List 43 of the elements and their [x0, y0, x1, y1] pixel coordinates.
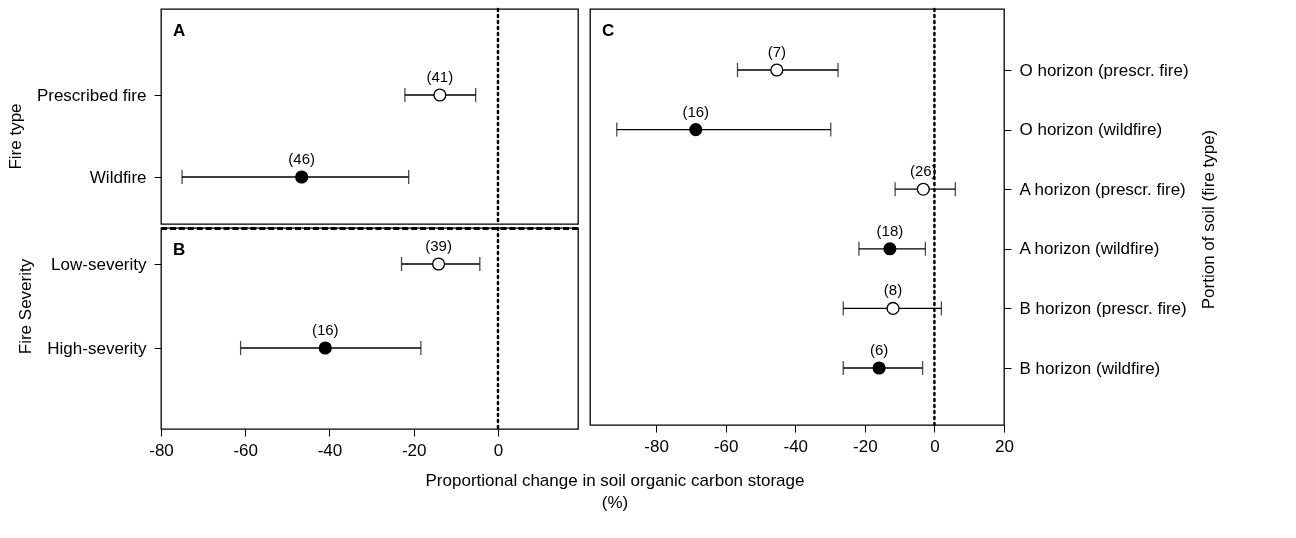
x-tick-label: -40 [317, 440, 343, 460]
y-tick-label: High-severity [47, 338, 147, 358]
annotation: (39) [425, 237, 452, 254]
point [883, 242, 897, 256]
point [872, 361, 886, 375]
y-axis-title: Fire type [5, 103, 25, 170]
point [770, 63, 784, 77]
y-tick-label: O horizon (wildfire) [1019, 120, 1163, 140]
x-axis-title: Proportional change in soil organic carbon storage (%) [424, 470, 806, 514]
y-tick-label: B horizon (prescr. fire) [1019, 298, 1187, 318]
y-axis-title: Fire Severity [16, 258, 36, 355]
text: B [173, 240, 186, 259]
y-tick-label: O horizon (prescr. fire) [1019, 60, 1189, 80]
y-tick-label: A horizon (wildfire) [1019, 239, 1160, 259]
x-tick-label: -40 [783, 436, 809, 456]
x-tick-label: 20 [995, 436, 1014, 456]
y-tick-label: Wildfire [89, 167, 147, 187]
annotation: (46) [288, 150, 316, 167]
x-tick-label: -80 [149, 440, 174, 460]
annotation: (8) [883, 281, 903, 299]
annotation: (6) [869, 341, 889, 358]
point [689, 123, 703, 137]
text: C [602, 21, 615, 40]
x-tick-label: -60 [233, 440, 259, 460]
annotation: (41) [426, 68, 454, 85]
y-tick-label: B horizon (wildfire) [1019, 358, 1161, 378]
point [886, 301, 900, 315]
point [916, 182, 930, 196]
x-tick-label: -60 [713, 436, 739, 456]
text: A [173, 21, 186, 40]
x-tick-label: -80 [644, 436, 669, 456]
x-tick-label: 0 [493, 440, 504, 460]
y-tick-label: A horizon (prescr. fire) [1019, 179, 1186, 199]
x-tick-label: -20 [401, 440, 427, 460]
annotation: (7) [767, 43, 786, 60]
annotation: (16) [311, 321, 339, 338]
y-axis-title: Portion of soil (fire type) [1198, 129, 1218, 310]
annotation: (18) [876, 221, 904, 239]
y-tick-label: Low-severity [51, 254, 147, 274]
x-tick-label: -20 [853, 436, 878, 456]
annotation: (16) [682, 102, 710, 120]
x-tick-label: 0 [930, 436, 940, 456]
y-tick-label: Prescribed fire [36, 85, 147, 105]
